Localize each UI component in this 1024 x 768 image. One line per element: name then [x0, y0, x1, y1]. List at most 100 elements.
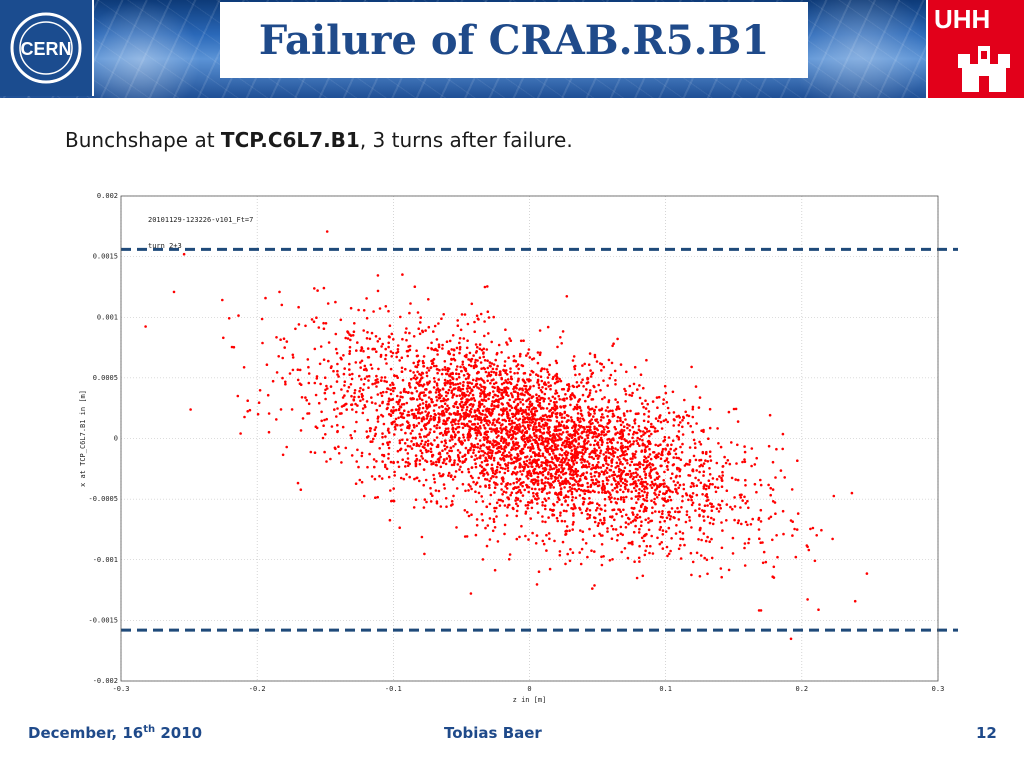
scatter-point [558, 377, 561, 381]
scatter-point [616, 405, 619, 409]
scatter-point [552, 480, 555, 484]
scatter-point [396, 394, 399, 398]
scatter-point [582, 489, 585, 493]
scatter-point [593, 353, 597, 357]
scatter-point [557, 428, 560, 432]
scatter-point [566, 426, 570, 429]
scatter-point [481, 519, 485, 522]
scatter-point [503, 364, 507, 367]
scatter-point [456, 431, 460, 434]
scatter-point [516, 363, 520, 366]
scatter-point [425, 374, 429, 378]
scatter-point [281, 453, 285, 457]
scatter-point [492, 419, 495, 422]
scatter-point [526, 446, 530, 449]
scatter-point [551, 513, 554, 516]
scatter-point [428, 431, 432, 434]
scatter-point [406, 452, 410, 455]
scatter-point [820, 528, 823, 532]
scatter-point [389, 350, 393, 353]
scatter-point [365, 375, 369, 378]
scatter-point [458, 337, 462, 340]
scatter-point [488, 391, 492, 395]
scatter-point [446, 367, 450, 370]
scatter-point [545, 533, 548, 537]
scatter-point [615, 461, 619, 465]
scatter-point [620, 550, 623, 554]
scatter-point [619, 498, 623, 501]
scatter-point [499, 373, 502, 376]
scatter-point [391, 381, 394, 385]
scatter-point [500, 458, 503, 461]
scatter-point [547, 397, 551, 400]
scatter-point [744, 484, 747, 487]
scatter-point [320, 410, 323, 414]
scatter-point [476, 409, 479, 412]
scatter-point [329, 385, 333, 388]
scatter-point [482, 436, 486, 439]
scatter-point [555, 516, 559, 520]
scatter-point [575, 489, 579, 493]
scatter-point [387, 397, 391, 400]
scatter-point [435, 395, 438, 399]
scatter-point [635, 475, 638, 479]
scatter-point [485, 471, 489, 475]
scatter-point [464, 411, 468, 414]
scatter-point [459, 365, 462, 369]
scatter-point [281, 356, 284, 360]
scatter-point [370, 401, 374, 404]
scatter-point [597, 472, 601, 475]
scatter-point [412, 506, 416, 509]
scatter-point [458, 345, 462, 349]
scatter-point [596, 524, 600, 527]
scatter-point [480, 461, 484, 464]
scatter-point [386, 441, 389, 444]
scatter-point [532, 384, 535, 388]
scatter-point [634, 519, 637, 522]
scatter-point [551, 457, 554, 461]
scatter-point [504, 491, 508, 494]
scatter-point [497, 413, 501, 416]
scatter-point [567, 445, 570, 449]
scatter-point [776, 555, 779, 559]
scatter-point [480, 512, 484, 516]
scatter-point [521, 421, 525, 424]
scatter-point [573, 505, 576, 508]
scatter-point [548, 468, 552, 471]
scatter-point [665, 490, 669, 493]
scatter-point [571, 473, 575, 477]
scatter-point [505, 454, 509, 457]
scatter-point [451, 372, 455, 375]
scatter-point [591, 587, 594, 590]
scatter-point [757, 528, 761, 531]
scatter-point [702, 474, 705, 477]
slide-subtitle: Bunchshape at TCP.C6L7.B1, 3 turns after… [65, 128, 573, 152]
scatter-point [610, 524, 613, 528]
scatter-point [393, 425, 397, 429]
scatter-point [312, 320, 316, 323]
scatter-point [665, 485, 668, 488]
scatter-point [604, 469, 607, 472]
scatter-point [222, 336, 225, 340]
scatter-point [548, 567, 552, 571]
scatter-point [490, 340, 494, 344]
scatter-point [454, 470, 458, 473]
scatter-point [689, 485, 693, 489]
scatter-point [605, 482, 609, 486]
scatter-point [532, 447, 535, 450]
scatter-point [652, 501, 656, 504]
scatter-point [321, 436, 325, 440]
scatter-point [491, 423, 494, 426]
scatter-point [662, 402, 665, 406]
scatter-point [412, 423, 416, 427]
scatter-point [560, 458, 563, 462]
scatter-point [660, 451, 664, 455]
scatter-point [623, 387, 626, 391]
y-tick-label: 0.0015 [93, 253, 118, 261]
x-tick-label: 0.2 [796, 685, 809, 693]
scatter-point [387, 402, 390, 406]
scatter-point [498, 463, 502, 467]
scatter-point [558, 398, 561, 401]
scatter-point [522, 372, 526, 375]
scatter-point [614, 466, 617, 469]
